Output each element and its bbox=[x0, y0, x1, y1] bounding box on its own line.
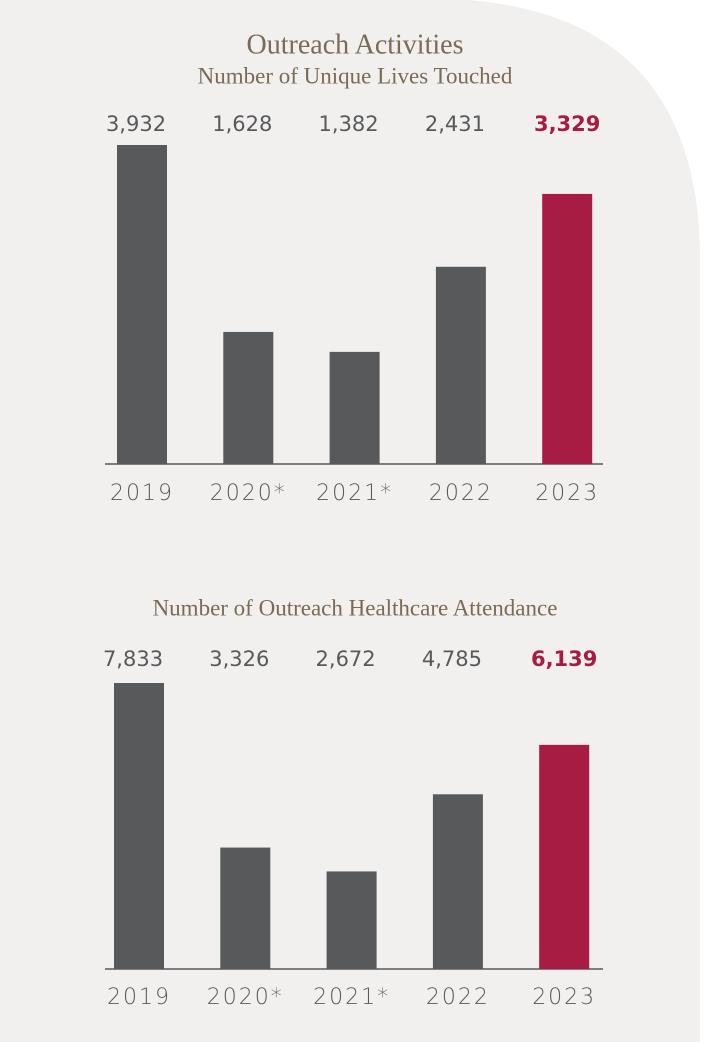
value-label: 2,431 bbox=[425, 112, 485, 136]
bar bbox=[326, 871, 377, 969]
x-tick-label: 2022 bbox=[426, 985, 490, 1010]
chart-title: Outreach Activities bbox=[247, 29, 464, 60]
chart-title: Number of Outreach Healthcare Attendance bbox=[153, 595, 558, 620]
value-label: 7,833 bbox=[103, 647, 163, 671]
x-tick-label: 2021* bbox=[313, 985, 390, 1010]
value-label: 2,672 bbox=[316, 647, 376, 671]
value-label: 1,628 bbox=[212, 112, 272, 136]
x-tick-label: 2019 bbox=[107, 985, 171, 1010]
value-label: 4,785 bbox=[422, 647, 482, 671]
value-label: 3,326 bbox=[209, 647, 269, 671]
x-tick-label: 2023 bbox=[535, 481, 599, 506]
x-tick-label: 2020* bbox=[210, 481, 287, 506]
value-label: 3,329 bbox=[534, 112, 600, 136]
bar bbox=[114, 683, 164, 969]
bar bbox=[117, 145, 167, 464]
x-tick-label: 2019 bbox=[110, 481, 174, 506]
bar bbox=[432, 794, 483, 969]
bar bbox=[223, 331, 274, 464]
x-tick-label: 2020* bbox=[207, 985, 284, 1010]
x-tick-label: 2023 bbox=[532, 985, 596, 1010]
chart-subtitle: Number of Unique Lives Touched bbox=[198, 63, 513, 88]
bar bbox=[329, 351, 380, 464]
value-label: 6,139 bbox=[531, 647, 597, 671]
x-tick-label: 2022 bbox=[429, 481, 493, 506]
bar bbox=[539, 744, 590, 969]
value-label: 3,932 bbox=[106, 112, 166, 136]
bar bbox=[220, 847, 271, 969]
bar bbox=[435, 266, 486, 464]
x-tick-label: 2021* bbox=[316, 481, 393, 506]
value-label: 1,382 bbox=[319, 112, 379, 136]
bar bbox=[542, 193, 593, 464]
